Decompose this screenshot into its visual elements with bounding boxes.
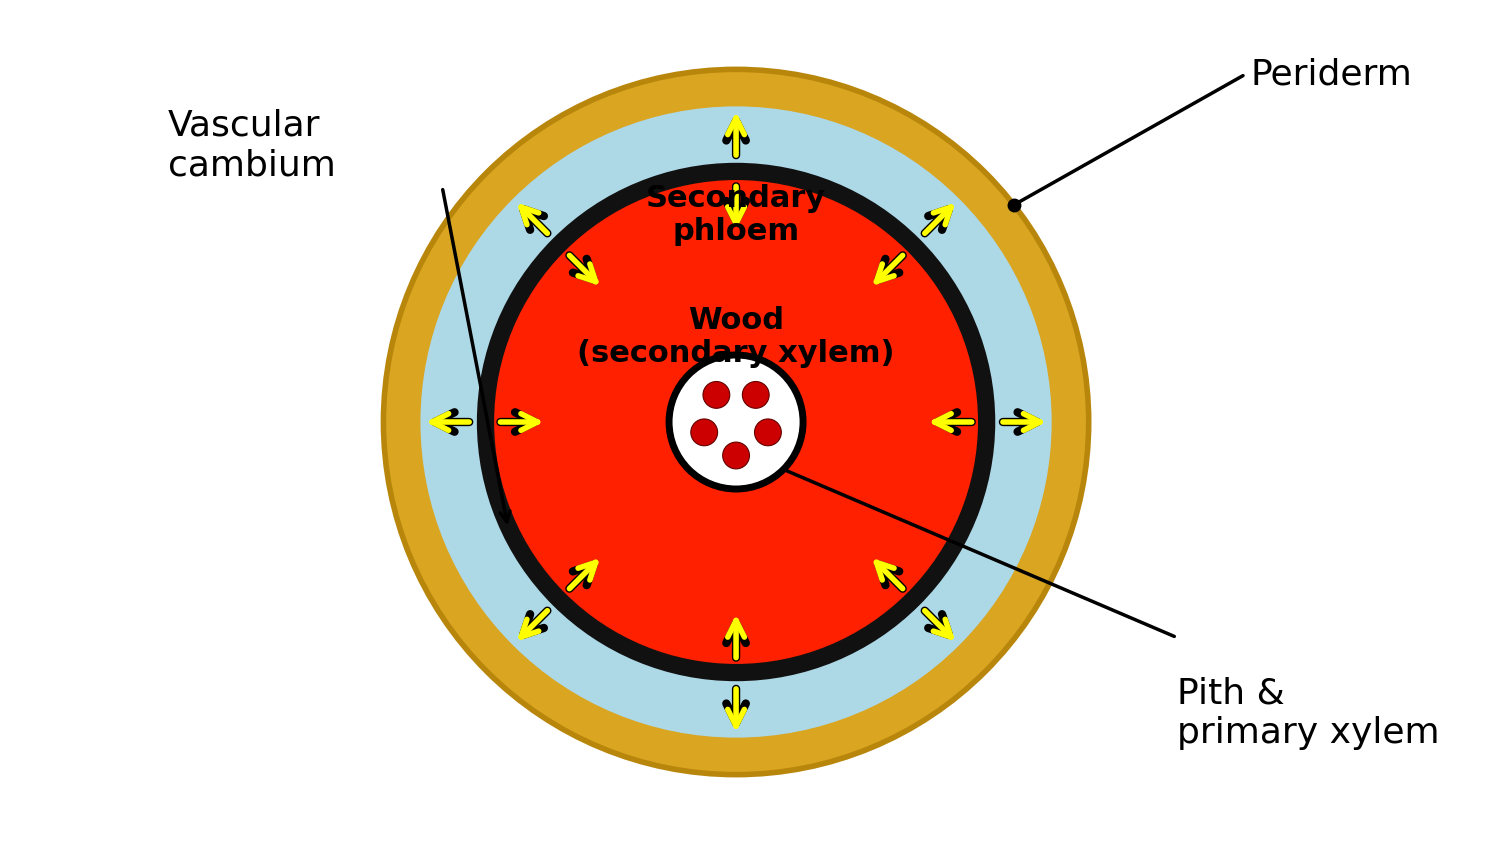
Circle shape [384,69,1089,775]
Text: Secondary
phloem: Secondary phloem [646,184,827,246]
Circle shape [742,381,770,408]
Circle shape [492,179,980,665]
Circle shape [754,419,782,446]
Circle shape [692,419,717,446]
Text: Vascular
cambium: Vascular cambium [168,109,336,182]
Circle shape [723,442,750,469]
Text: Pith &
primary xylem: Pith & primary xylem [1178,677,1440,750]
Circle shape [420,106,1052,738]
Text: Periderm: Periderm [1251,57,1412,91]
Circle shape [704,381,730,408]
Circle shape [477,163,996,681]
Text: Wood
(secondary xylem): Wood (secondary xylem) [578,306,896,368]
Circle shape [669,355,802,489]
